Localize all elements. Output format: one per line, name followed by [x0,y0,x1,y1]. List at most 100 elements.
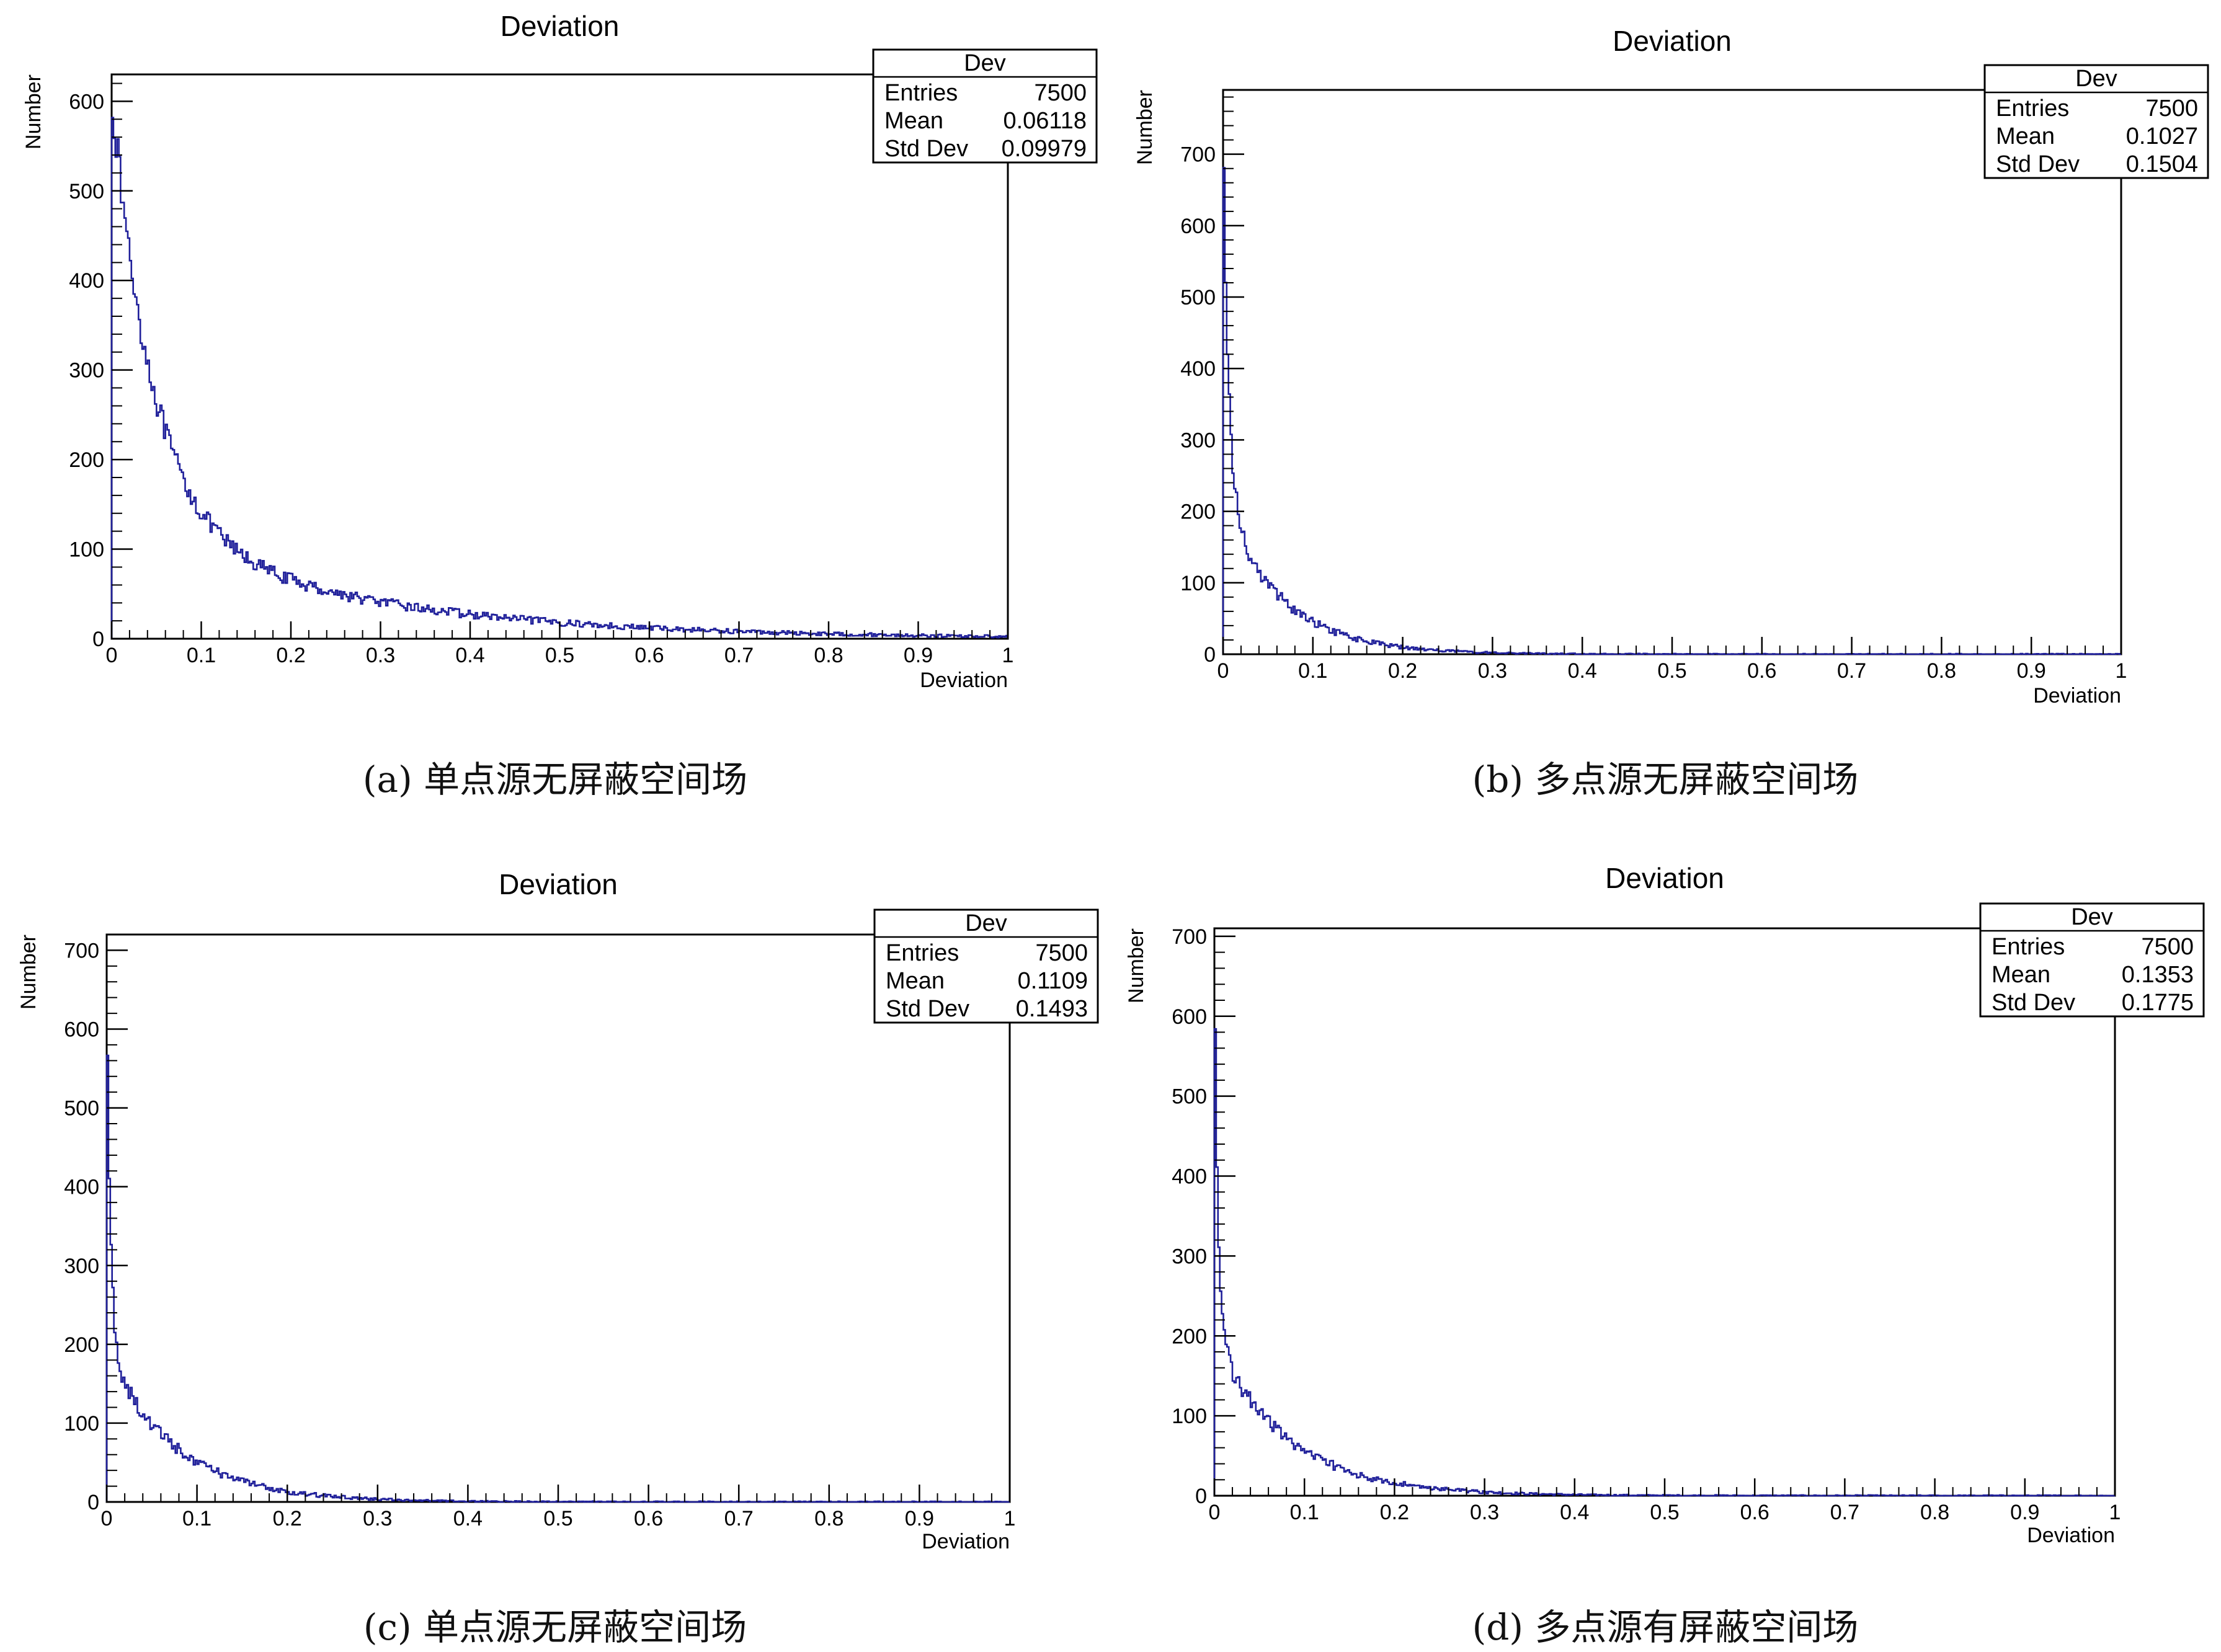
y-tick-label: 200 [64,1333,99,1357]
stats-value-entries: 7500 [2145,95,2198,122]
stats-value-std: 0.1493 [1016,996,1088,1022]
x-tick-label: 0 [106,644,118,667]
stats-value-std: 0.1775 [2122,990,2194,1016]
x-tick-label: 0.8 [814,1507,843,1530]
x-tick-label: 0.8 [1927,659,1956,683]
x-tick-label: 0.1 [182,1507,211,1530]
y-tick-label: 100 [1172,1405,1207,1428]
histogram-panel-a: Deviation 0 0.1 0.2 0.3 0.4 0.5 0.6 0.7 0.8 0.9 1 0 1… [0,0,1110,826]
histogram-line [110,117,1009,639]
stats-name: Dev [2075,66,2117,92]
caption-c: (c) 单点源无屏蔽空间场 [363,1606,747,1648]
x-tick-label: 1 [2109,1501,2121,1524]
y-tick-label: 700 [1172,925,1207,949]
x-tick-label: 1 [1004,1507,1016,1530]
x-tick-label: 0.2 [276,644,305,667]
y-tick-label: 300 [1180,429,1216,452]
x-tick-label: 0.5 [545,644,574,667]
x-tick-label: 0.6 [634,1507,663,1530]
stats-label-mean: Mean [1992,962,2050,988]
stats-value-entries: 7500 [1034,80,1087,106]
y-tick-label: 400 [69,269,104,293]
y-tick-label: 500 [69,180,104,203]
stats-value-entries: 7500 [2141,934,2194,960]
x-tick-label: 0.5 [1657,659,1686,683]
x-tick-label: 0.3 [363,1507,392,1530]
stats-value-entries: 7500 [1035,940,1088,966]
x-tick-label: 0.4 [1560,1501,1589,1524]
stats-box [873,908,1099,1024]
stats-value-mean: 0.1353 [2122,962,2194,988]
caption-b: (b) 多点源无屏蔽空间场 [1472,758,1859,801]
stats-label-mean: Mean [1996,123,2055,149]
stats-label-entries: Entries [886,940,959,966]
stats-value-mean: 0.1027 [2126,123,2198,149]
histogram-chart-a: Deviation 0 0.1 0.2 0.3 0.4 0.5 0.6 0.7 0.8 0.9 1 0 1… [22,10,1098,692]
caption-a: (a) 单点源无屏蔽空间场 [362,758,748,801]
y-tick-label: 400 [64,1176,99,1199]
stats-label-std: Std Dev [886,996,969,1022]
y-tick-label: 500 [64,1097,99,1121]
stats-name: Dev [965,910,1007,936]
stats-label-std: Std Dev [884,136,968,162]
stats-box [1979,902,2205,1018]
x-tick-label: 0.7 [1837,659,1866,683]
x-axis-label: Deviation [920,668,1008,692]
y-tick-label: 700 [1180,143,1216,167]
x-axis-label: Deviation [922,1530,1010,1553]
x-tick-label: 0.7 [724,644,754,667]
x-tick-label: 0.4 [455,644,484,667]
stats-label-mean: Mean [886,968,945,994]
y-tick-label: 0 [1204,643,1216,667]
stats-label-entries: Entries [1996,95,2069,122]
x-tick-label: 0.8 [1920,1501,1949,1524]
x-tick-label: 0.1 [1298,659,1327,683]
x-tick-label: 0.6 [1747,659,1776,683]
x-tick-label: 0.3 [1478,659,1507,683]
y-tick-label: 600 [64,1018,99,1042]
x-tick-label: 0.2 [1388,659,1417,683]
x-tick-label: 0.9 [2010,1501,2039,1524]
y-tick-label: 500 [1180,286,1216,309]
x-tick-label: 0 [101,1507,113,1530]
x-tick-label: 0.8 [814,644,843,667]
histogram-chart-b: Deviation 0 0.1 0.2 0.3 0.4 0.5 0.6 0.7 0.8 0.9 1 0 1… [1133,25,2209,708]
y-tick-label: 0 [92,628,104,651]
x-tick-label: 0.4 [1568,659,1597,683]
x-tick-label: 0.9 [2017,659,2046,683]
chart-title: Deviation [1613,25,1732,57]
y-tick-label: 500 [1172,1085,1207,1109]
stats-box [872,48,1098,164]
x-tick-label: 0.7 [1830,1501,1859,1524]
y-tick-label: 0 [1195,1485,1207,1508]
x-tick-label: 0.3 [366,644,395,667]
y-tick-label: 600 [69,90,104,113]
y-tick-label: 300 [64,1255,99,1278]
chart-title: Deviation [501,10,620,42]
y-tick-label: 0 [87,1491,99,1514]
stats-value-mean: 0.06118 [1003,108,1087,134]
histogram-panel-c: Deviation 0 0.1 0.2 0.3 0.4 0.5 0.6 0.7 0.8 0.9 1 0 1… [0,826,1110,1652]
x-axis-label: Deviation [2033,684,2121,708]
stats-label-mean: Mean [884,108,943,134]
histogram-chart-c: Deviation 0 0.1 0.2 0.3 0.4 0.5 0.6 0.7 0.8 0.9 1 0 1… [17,868,1099,1553]
x-tick-label: 0.6 [634,644,664,667]
stats-box [1983,64,2209,179]
stats-label-std: Std Dev [1992,990,2075,1016]
histogram-line [1222,167,2121,655]
y-tick-label: 400 [1180,357,1216,381]
histogram-chart-d: Deviation 0 0.1 0.2 0.3 0.4 0.5 0.6 0.7 0.8 0.9 1 0 1… [1124,862,2205,1547]
y-tick-label: 300 [69,359,104,383]
x-tick-label: 0 [1209,1501,1221,1524]
x-tick-label: 0.9 [905,1507,934,1530]
x-tick-label: 0.2 [1380,1501,1409,1524]
y-tick-label: 200 [1172,1325,1207,1348]
x-tick-label: 0.5 [543,1507,572,1530]
y-tick-label: 100 [69,538,104,562]
y-tick-label: 600 [1180,215,1216,238]
y-tick-label: 100 [1180,572,1216,595]
stats-name: Dev [964,50,1006,76]
stats-value-std: 0.1504 [2126,151,2198,177]
stats-value-std: 0.09979 [1002,136,1087,162]
x-tick-label: 0.9 [904,644,933,667]
